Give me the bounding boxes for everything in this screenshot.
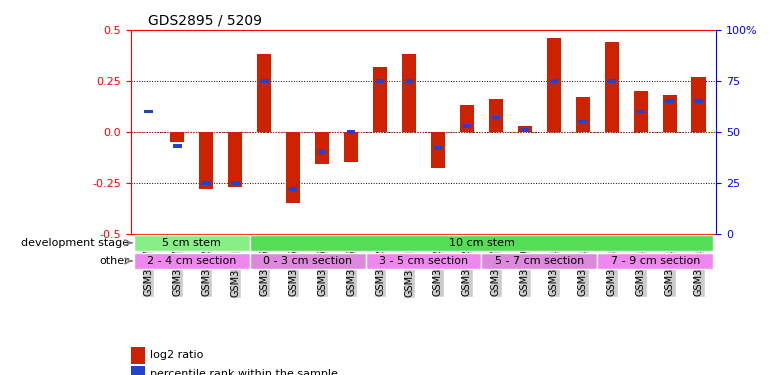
Bar [634, 91, 648, 132]
Text: development stage: development stage [22, 238, 129, 248]
Bar [547, 38, 561, 132]
Text: 0 - 3 cm section: 0 - 3 cm section [263, 256, 352, 266]
Bar [173, 144, 182, 148]
Bar [259, 79, 269, 83]
Text: log2 ratio: log2 ratio [150, 351, 203, 360]
Text: 2 - 4 cm section: 2 - 4 cm section [147, 256, 236, 266]
Text: 5 cm stem: 5 cm stem [162, 238, 221, 248]
Text: other: other [99, 256, 129, 266]
Bar [231, 181, 239, 184]
Text: percentile rank within the sample: percentile rank within the sample [150, 369, 338, 375]
Bar [289, 187, 297, 190]
Bar [376, 79, 384, 83]
Bar [228, 132, 243, 187]
Bar [144, 110, 152, 113]
Bar [202, 181, 210, 184]
Bar [257, 54, 271, 132]
Bar [463, 124, 471, 128]
Bar [489, 99, 503, 132]
Bar [576, 97, 590, 132]
Bar [346, 130, 356, 134]
Bar [434, 146, 442, 150]
Bar [662, 95, 677, 132]
Bar [405, 79, 413, 83]
FancyBboxPatch shape [249, 253, 366, 269]
Bar [402, 54, 417, 132]
Bar [430, 132, 445, 168]
Bar [517, 126, 532, 132]
Text: 10 cm stem: 10 cm stem [448, 238, 514, 248]
Bar [344, 132, 358, 162]
Bar [637, 110, 645, 113]
Bar [491, 116, 500, 119]
Text: 7 - 9 cm section: 7 - 9 cm section [611, 256, 700, 266]
Bar [170, 132, 185, 142]
Bar [604, 42, 619, 132]
Text: 5 - 7 cm section: 5 - 7 cm section [495, 256, 584, 266]
Bar [315, 132, 330, 164]
FancyBboxPatch shape [366, 253, 481, 269]
Bar [691, 77, 706, 132]
FancyBboxPatch shape [134, 234, 249, 251]
Text: 3 - 5 cm section: 3 - 5 cm section [379, 256, 468, 266]
Bar [199, 132, 213, 189]
Bar [578, 120, 588, 123]
Bar [608, 79, 616, 83]
Bar [665, 99, 674, 103]
FancyBboxPatch shape [598, 253, 713, 269]
Bar [695, 99, 703, 103]
FancyBboxPatch shape [481, 253, 598, 269]
Bar [318, 150, 326, 154]
Text: GDS2895 / 5209: GDS2895 / 5209 [149, 13, 263, 27]
FancyBboxPatch shape [249, 234, 713, 251]
FancyBboxPatch shape [134, 253, 249, 269]
Bar [521, 128, 529, 132]
Bar [550, 79, 558, 83]
Bar [286, 132, 300, 203]
Bar [460, 105, 474, 132]
Bar [373, 67, 387, 132]
